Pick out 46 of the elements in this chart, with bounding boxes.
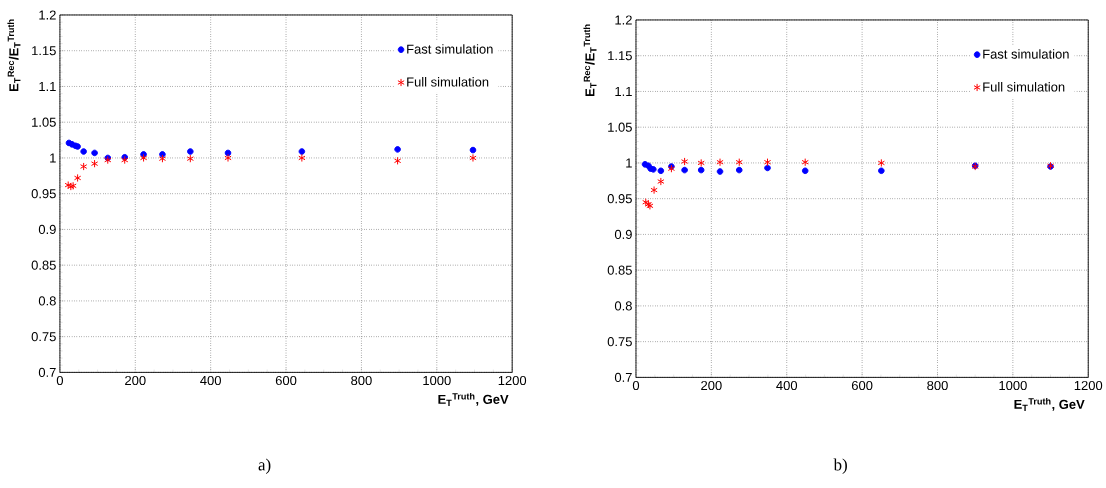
y-tick-label: 1 [50, 153, 56, 163]
y-tick-label: 0.9 [614, 229, 632, 239]
x-tick-label: 0 [56, 375, 64, 386]
legend-label: Full simulation [983, 81, 1065, 92]
legend-label: Fast simulation [407, 44, 493, 54]
x-tick-label: 200 [125, 375, 146, 386]
x-tick-label: 400 [200, 375, 221, 386]
x-axis-title: E$_{T}$$^{Truth}$, GeV [438, 392, 509, 406]
x-tick-label: 200 [701, 380, 722, 390]
y-tick-label: 0.75 [31, 331, 56, 342]
y-tick-label: 0.95 [607, 193, 632, 204]
y-tick-label: 0.7 [38, 367, 56, 377]
x-tick-label: 600 [851, 380, 873, 390]
y-tick-label: 0.85 [607, 265, 632, 275]
y-tick-label: 1.15 [608, 51, 632, 61]
y-tick-label: 1 [626, 158, 632, 168]
text: b) [833, 458, 847, 474]
y-tick-label: 1.1 [615, 86, 632, 96]
x-axis-title: E$_{T}$$^{Truth}$, GeV [1014, 397, 1085, 411]
x-tick-label: 1000 [999, 380, 1027, 390]
y-tick-label: 1.2 [615, 15, 632, 25]
y-tick-label: 0.85 [31, 260, 56, 270]
y-tick-label: 1.05 [608, 122, 632, 132]
x-tick-label: 1200 [498, 375, 527, 386]
legend-label: Full simulation [407, 76, 489, 87]
x-tick-label: 0 [632, 380, 640, 390]
y-tick-label: 1.05 [32, 117, 56, 127]
x-tick-label: 800 [351, 375, 372, 386]
text: a) [258, 458, 271, 474]
y-tick-label: 1.15 [32, 46, 56, 56]
y-tick-label: 0.8 [38, 296, 56, 306]
y-tick-label: 0.8 [614, 301, 632, 311]
y-tick-label: 0.9 [38, 224, 56, 234]
y-tick-label: 1.1 [39, 81, 56, 91]
x-tick-label: 400 [776, 380, 798, 390]
y-axis-title: E$_{T}$$^{Rec}$/E$_{T}$Truth [7, 19, 21, 91]
legend-label: Fast simulation [983, 49, 1069, 59]
y-tick-label: 0.7 [614, 372, 632, 382]
x-tick-label: 1000 [423, 375, 451, 386]
y-tick-label: 0.95 [31, 188, 56, 199]
y-tick-label: 1.2 [39, 10, 56, 20]
x-tick-label: 600 [275, 375, 297, 386]
y-tick-label: 0.75 [607, 336, 632, 347]
x-tick-label: 1200 [1074, 380, 1103, 390]
y-axis-title: E$_{T}$$^{Rec}$/E$_{T}$Truth [583, 24, 597, 96]
x-tick-label: 800 [927, 380, 948, 390]
